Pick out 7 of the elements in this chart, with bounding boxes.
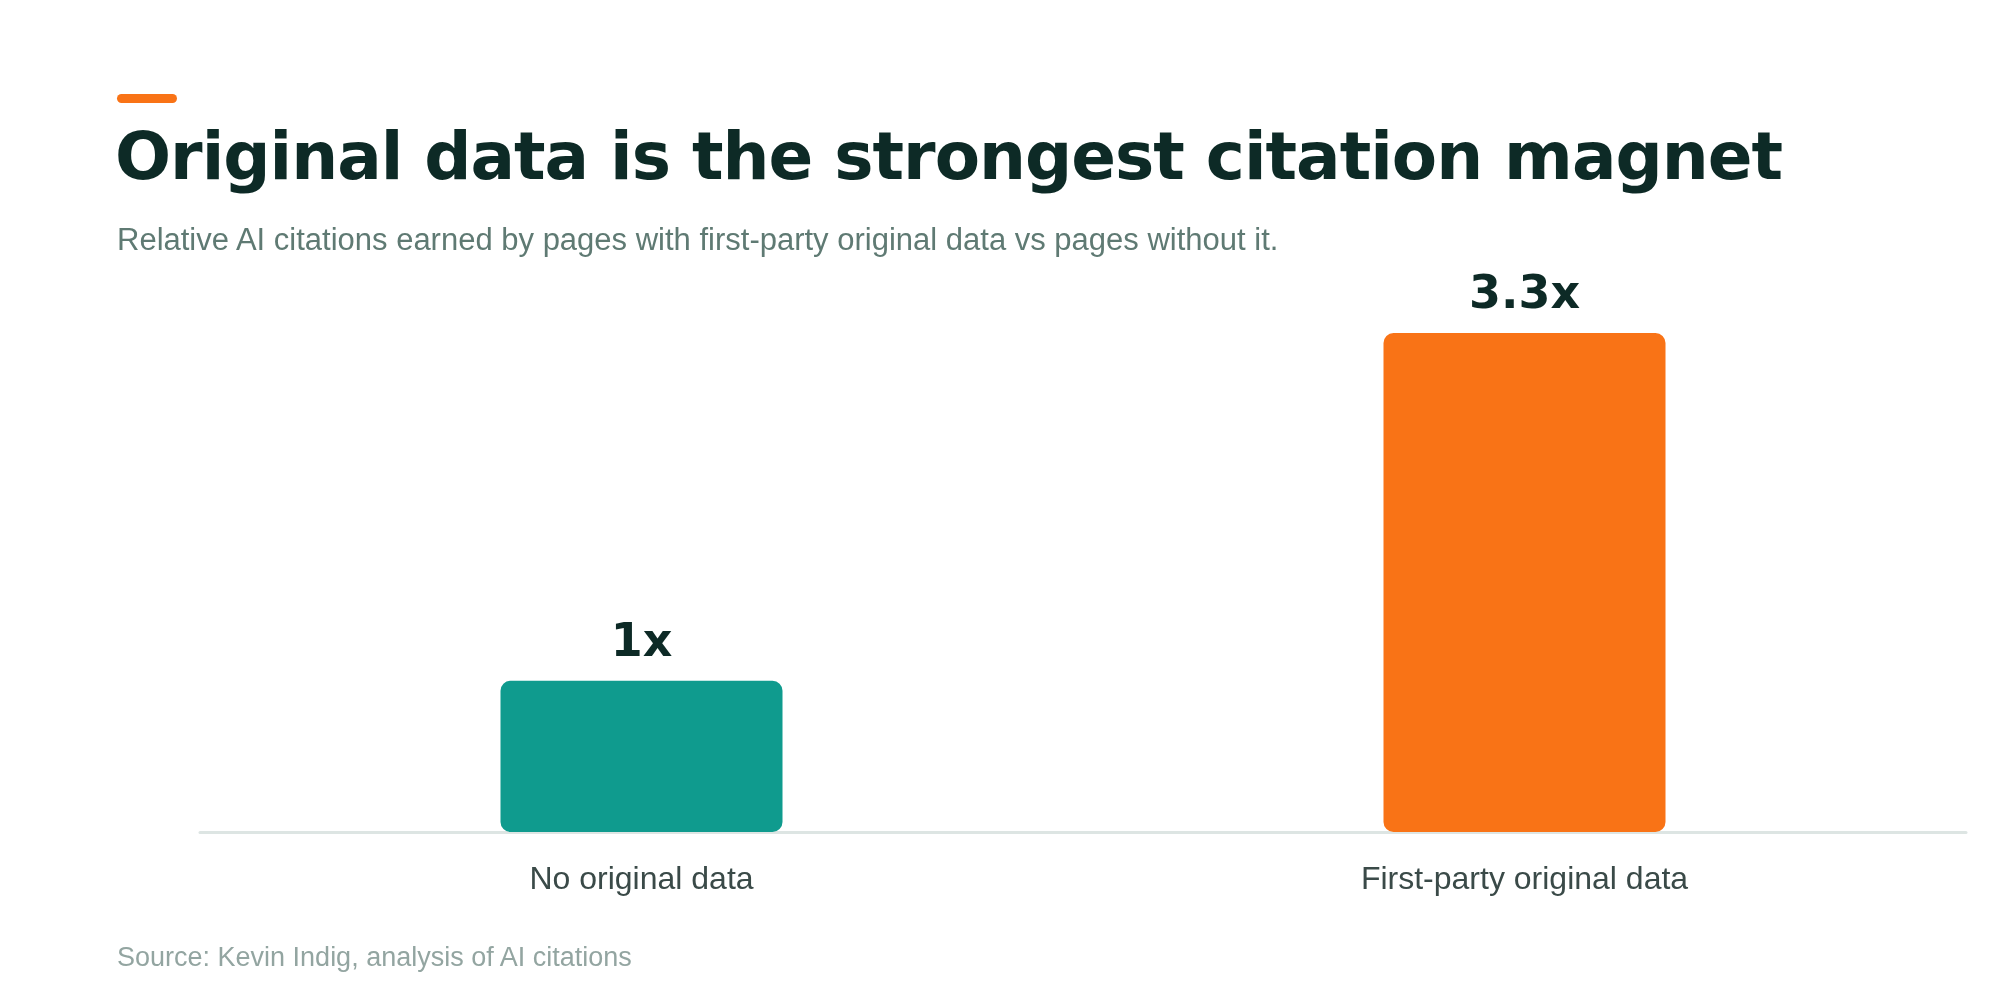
source-note: Source: Kevin Indig, analysis of AI citations	[117, 942, 632, 973]
x-tick-label: First-party original data	[1360, 860, 1689, 896]
data-label: 1x	[610, 612, 673, 667]
chart-subtitle: Relative AI citations earned by pages with first-party original data vs pages without it.	[117, 222, 1279, 258]
chart-title: Original data is the strongest citation magnet	[115, 118, 1782, 195]
x-tick-label: No original data	[529, 860, 754, 896]
data-label: 3.3x	[1468, 265, 1581, 319]
